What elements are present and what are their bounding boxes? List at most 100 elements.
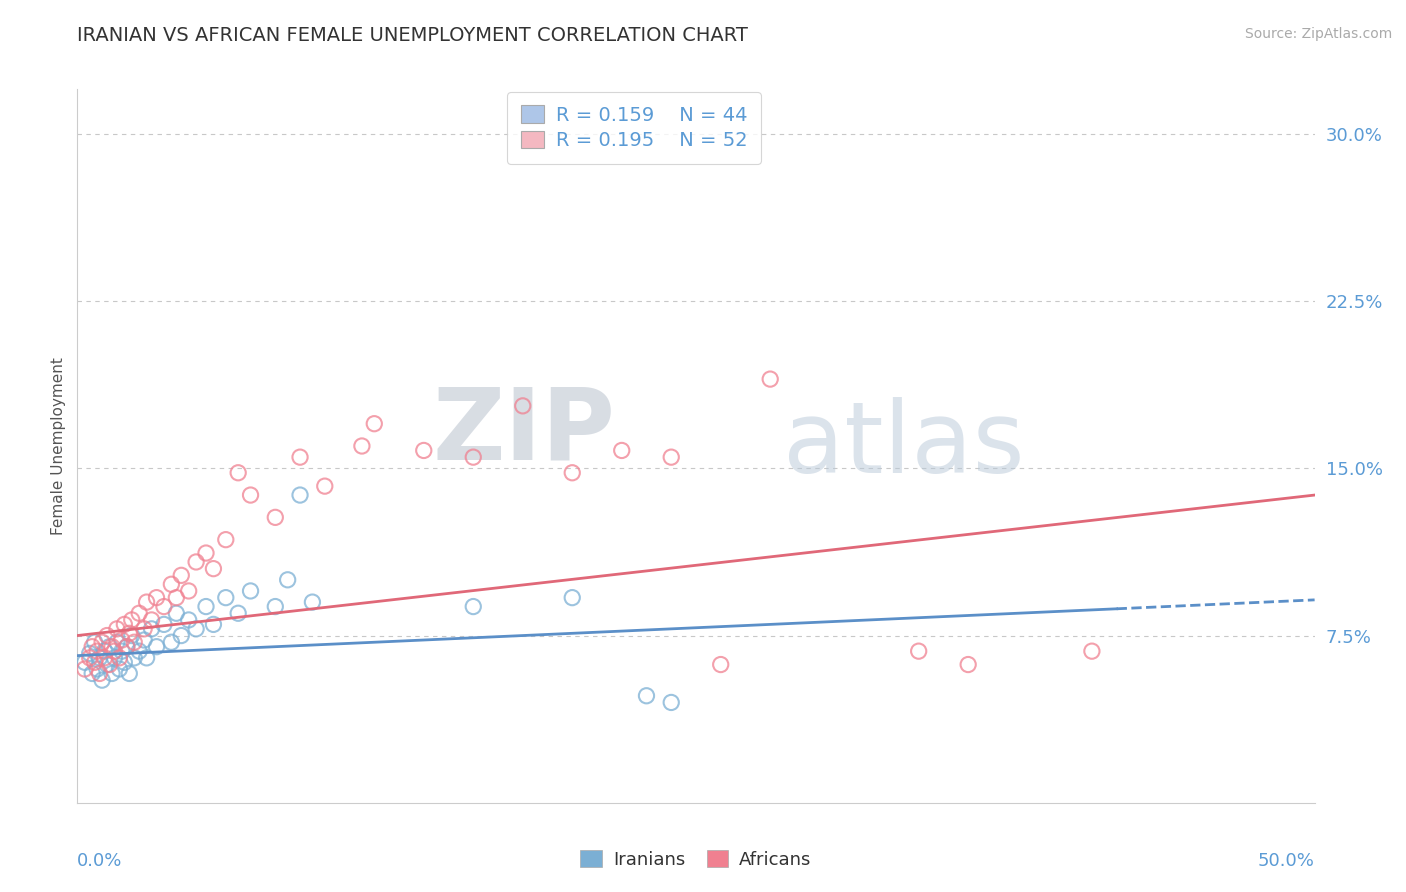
Legend: Iranians, Africans: Iranians, Africans xyxy=(574,843,818,876)
Point xyxy=(91,673,114,687)
Point xyxy=(118,666,141,681)
Point xyxy=(98,657,121,672)
Point xyxy=(89,651,111,665)
Text: atlas: atlas xyxy=(783,398,1024,494)
Point xyxy=(121,613,143,627)
Point xyxy=(301,595,323,609)
Point xyxy=(134,633,156,648)
Point xyxy=(135,595,157,609)
Point xyxy=(112,655,135,669)
Point xyxy=(177,583,200,598)
Point xyxy=(350,439,373,453)
Point xyxy=(98,640,121,654)
Point xyxy=(145,640,167,654)
Point xyxy=(93,644,115,658)
Point xyxy=(659,450,682,465)
Point xyxy=(177,613,200,627)
Point xyxy=(96,657,118,672)
Point xyxy=(121,628,143,642)
Point xyxy=(512,399,534,413)
Point xyxy=(111,644,134,658)
Text: Source: ZipAtlas.com: Source: ZipAtlas.com xyxy=(1244,27,1392,41)
Point xyxy=(195,599,218,614)
Point xyxy=(314,479,336,493)
Point xyxy=(101,640,124,654)
Y-axis label: Female Unemployment: Female Unemployment xyxy=(51,357,66,535)
Point xyxy=(184,622,207,636)
Text: IRANIAN VS AFRICAN FEMALE UNEMPLOYMENT CORRELATION CHART: IRANIAN VS AFRICAN FEMALE UNEMPLOYMENT C… xyxy=(77,26,748,45)
Point xyxy=(145,591,167,605)
Point xyxy=(195,546,218,560)
Point xyxy=(122,635,145,649)
Point xyxy=(105,635,128,649)
Point xyxy=(103,644,125,658)
Point xyxy=(112,617,135,632)
Point xyxy=(86,644,108,658)
Point xyxy=(184,555,207,569)
Point xyxy=(264,510,287,524)
Point xyxy=(160,635,183,649)
Point xyxy=(759,372,782,386)
Point xyxy=(134,622,156,636)
Text: ZIP: ZIP xyxy=(433,384,616,480)
Point xyxy=(96,628,118,642)
Text: 0.0%: 0.0% xyxy=(77,852,122,870)
Point xyxy=(91,635,114,649)
Point xyxy=(79,651,101,665)
Point xyxy=(202,562,225,576)
Point xyxy=(108,651,131,665)
Point xyxy=(288,450,311,465)
Point xyxy=(170,628,193,642)
Point xyxy=(412,443,434,458)
Point xyxy=(128,644,150,658)
Point xyxy=(73,662,96,676)
Point xyxy=(463,599,485,614)
Point xyxy=(561,466,583,480)
Point xyxy=(135,651,157,665)
Point xyxy=(83,635,105,649)
Point xyxy=(108,662,131,676)
Point xyxy=(111,633,134,648)
Point xyxy=(277,573,299,587)
Point xyxy=(463,450,485,465)
Point xyxy=(226,607,249,621)
Point xyxy=(153,599,176,614)
Point xyxy=(610,443,633,458)
Point xyxy=(82,666,104,681)
Point xyxy=(659,696,682,710)
Point xyxy=(215,591,238,605)
Point xyxy=(115,640,138,654)
Point xyxy=(170,568,193,582)
Point xyxy=(128,607,150,621)
Point xyxy=(907,644,929,658)
Point xyxy=(141,622,163,636)
Point xyxy=(165,607,187,621)
Point xyxy=(710,657,733,672)
Point xyxy=(89,666,111,681)
Point xyxy=(288,488,311,502)
Point xyxy=(73,655,96,669)
Point xyxy=(103,651,125,665)
Point xyxy=(215,533,238,547)
Point xyxy=(118,626,141,640)
Point xyxy=(141,613,163,627)
Point xyxy=(226,466,249,480)
Point xyxy=(105,622,128,636)
Point xyxy=(264,599,287,614)
Point xyxy=(239,583,262,598)
Point xyxy=(82,640,104,654)
Point xyxy=(101,666,124,681)
Point xyxy=(202,617,225,632)
Point xyxy=(239,488,262,502)
Point xyxy=(93,651,115,665)
Point xyxy=(122,651,145,665)
Point xyxy=(86,662,108,676)
Point xyxy=(957,657,980,672)
Point xyxy=(636,689,658,703)
Point xyxy=(115,640,138,654)
Point xyxy=(1081,644,1104,658)
Point xyxy=(165,591,187,605)
Point xyxy=(363,417,385,431)
Point xyxy=(561,591,583,605)
Text: 50.0%: 50.0% xyxy=(1258,852,1315,870)
